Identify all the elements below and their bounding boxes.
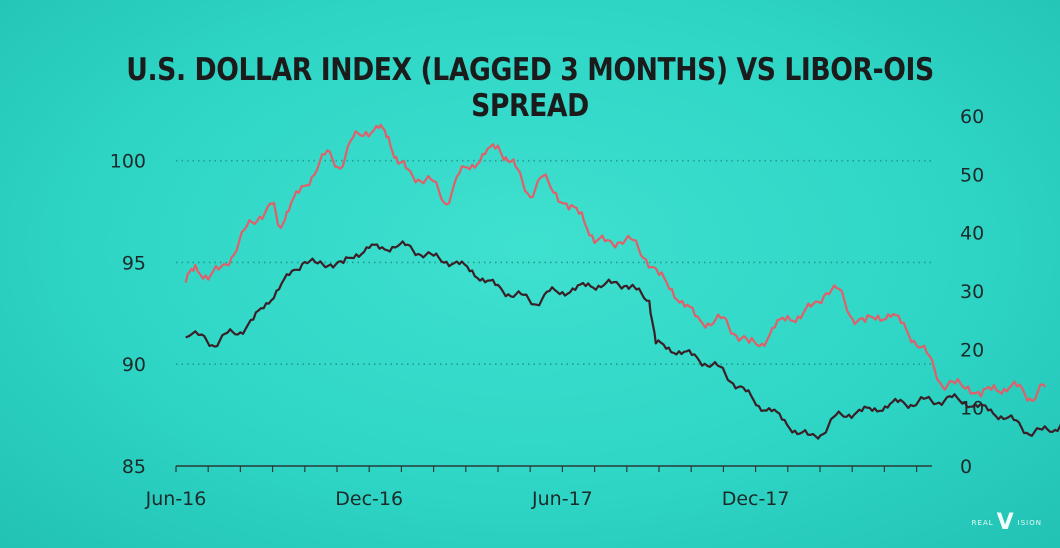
y-left-tick-label: 100 [110, 151, 146, 173]
x-tick-label: Dec-16 [335, 488, 403, 510]
x-tick-label: Jun-17 [531, 488, 593, 510]
y-left-tick-label: 95 [122, 252, 146, 274]
y-left-tick-label: 90 [122, 354, 146, 376]
y-right-tick-label: 20 [960, 339, 984, 361]
x-tick-label: Dec-17 [722, 488, 790, 510]
x-tick-label: Jun-16 [145, 488, 207, 510]
y-right-tick-label: 40 [960, 223, 984, 245]
y-right-tick-label: 10 [960, 398, 984, 420]
y-right-tick-label: 50 [960, 164, 984, 186]
y-right-tick-label: 0 [960, 456, 972, 478]
y-right-tick-label: 30 [960, 281, 984, 303]
y-right-tick-label: 60 [960, 106, 984, 128]
y-left-tick-label: 85 [122, 456, 146, 478]
logo: REAL V ISION [971, 510, 1042, 535]
chart-title: U.S. DOLLAR INDEX (LAGGED 3 MONTHS) VS L… [126, 52, 934, 124]
series-line-dollar-index [184, 123, 1047, 403]
series-line-libor-ois [185, 240, 1060, 440]
